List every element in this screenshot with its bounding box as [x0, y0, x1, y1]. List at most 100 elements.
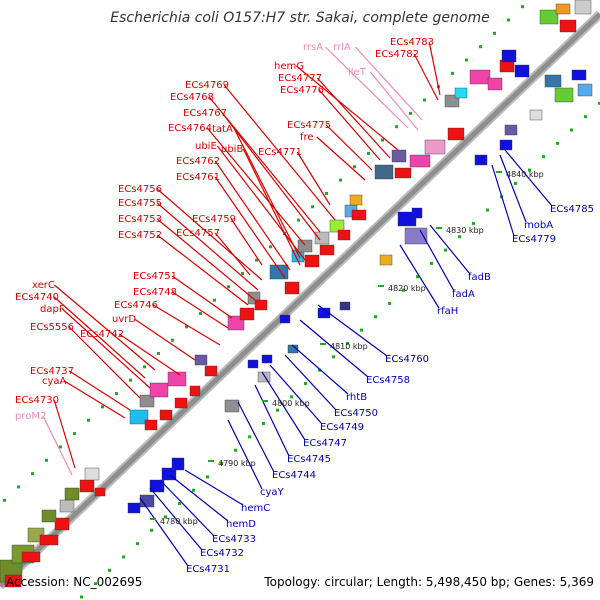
tick-dot [353, 165, 356, 169]
kbp-tick-labels: 4780 kbp 4790 kbp 4800 kbp 4810 kbp 4820 kbp… [150, 170, 544, 526]
tick-dot [304, 381, 307, 385]
label-leader [237, 401, 275, 473]
tick-dot [542, 155, 545, 159]
gene-label-ecs4752: ECs4752 [118, 230, 162, 241]
tick-dot [318, 368, 321, 372]
tick-mark [150, 518, 156, 520]
gene-label-tata: tatA [212, 124, 233, 135]
gene-label-fre: fre [300, 132, 314, 143]
gene-block [349, 194, 363, 206]
gene-label-prom2: proM2 [15, 411, 46, 422]
gene-label-ecs4762: ECs4762 [176, 156, 220, 167]
label-leader [156, 234, 249, 306]
gene-label-ecs4761: ECs4761 [176, 172, 220, 183]
gene-label-fadb: fadB [468, 272, 491, 283]
gene-block [297, 239, 313, 253]
label-leader [299, 319, 369, 378]
gene-features [0, 0, 593, 588]
gene-label-ecs4744: ECs4744 [272, 470, 316, 481]
tick-dot [297, 218, 300, 222]
label-leader [354, 46, 423, 121]
gene-block [329, 219, 345, 233]
gene-label-ecs4759: ECs4759 [192, 214, 236, 225]
gene-arrow [337, 229, 351, 241]
tick-label: 4810 kbp [330, 342, 368, 351]
gene-label-ecs4733: ECs4733 [212, 534, 256, 545]
gene-arrow [514, 64, 530, 78]
gene-block [374, 164, 394, 180]
label-leader [227, 419, 263, 490]
gene-label-ubib: ubiB [221, 144, 243, 155]
tick-dot [115, 392, 118, 396]
tick-mark [262, 400, 268, 402]
label-leader [156, 218, 256, 301]
tick-dot [213, 298, 216, 302]
tick-dot [514, 181, 517, 185]
gene-block [314, 231, 330, 245]
label-leader [499, 154, 527, 223]
tick-label: 4830 kbp [446, 226, 484, 235]
tick-dot [521, 5, 524, 9]
gene-block [167, 371, 187, 387]
label-leader [206, 127, 306, 246]
tick-dot [388, 301, 391, 305]
label-leader [53, 296, 146, 379]
gene-label-ecs4730: ECs4730 [15, 395, 59, 406]
gene-block [379, 254, 393, 266]
label-leader [317, 304, 388, 357]
tick-dot [472, 221, 475, 225]
label-leader [61, 308, 151, 389]
tick-dot [423, 98, 426, 102]
tick-label: 4790 kbp [218, 459, 256, 468]
label-leader [139, 497, 189, 567]
label-leader [318, 89, 381, 161]
tick-label: 4800 kbp [272, 399, 310, 408]
tick-dot [584, 115, 587, 119]
gene-label-ecs4747: ECs4747 [303, 438, 347, 449]
gene-arrow [159, 409, 173, 421]
tick-dot [234, 448, 237, 452]
gene-block [84, 467, 100, 481]
gene-label-rrsa: rrsA [303, 42, 323, 53]
tick-dot [157, 352, 160, 356]
tick-dot [493, 31, 496, 35]
gene-block [129, 409, 149, 425]
tick-dot [122, 555, 125, 559]
gene-label-ecs4737: ECs4737 [30, 366, 74, 377]
label-leader [413, 53, 439, 101]
label-leader [214, 232, 251, 276]
label-leader [325, 124, 373, 171]
tick-dot [136, 542, 139, 546]
gene-block [139, 394, 155, 408]
label-leader [156, 202, 259, 291]
label-leader [53, 399, 76, 469]
tick-dot [178, 502, 181, 506]
label-leader [152, 304, 221, 346]
gene-label-xerc: xerC [32, 280, 55, 291]
gene-block [529, 109, 543, 121]
gene-block [574, 0, 592, 15]
tick-dot [248, 435, 251, 439]
gene-arrow [351, 209, 367, 221]
tick-dot [262, 422, 265, 426]
gene-arrow [279, 314, 291, 324]
tick-dot [374, 315, 377, 319]
gene-block [539, 9, 559, 25]
gene-block [487, 77, 503, 91]
tick-dot [164, 515, 167, 519]
tick-dot [395, 125, 398, 129]
tick-dot [409, 111, 412, 115]
tick-dot [59, 445, 62, 449]
tick-dot [507, 18, 510, 22]
gene-label-ecs4764: ECs4764 [168, 123, 212, 134]
gene-arrow [4, 574, 22, 588]
gene-block [504, 124, 518, 136]
label-leader [399, 244, 440, 309]
gene-label-ecs4758: ECs4758 [366, 375, 410, 386]
gene-label-ecs4776: ECs4776 [280, 85, 324, 96]
gene-label-rhtb: rhtB [346, 392, 367, 403]
tick-dot [269, 245, 272, 249]
tick-dot [332, 355, 335, 359]
gene-label-ecs4771: ECs4771 [258, 147, 302, 158]
